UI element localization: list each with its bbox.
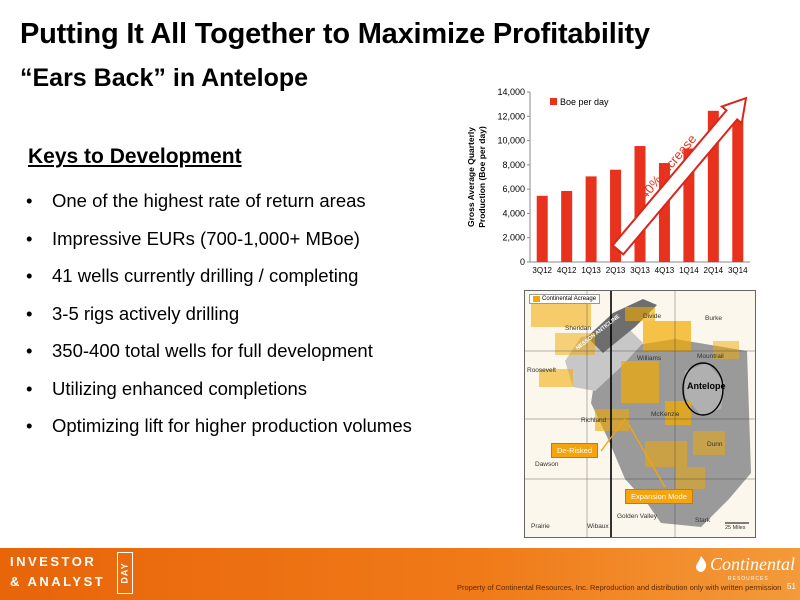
map-label-dawson: Dawson: [535, 461, 559, 468]
map-label-prairie: Prairie: [531, 523, 550, 530]
investor-logo-day: DAY: [120, 562, 130, 584]
bullet-item: • Utilizing enhanced completions: [26, 378, 412, 416]
x-tick-label: 1Q14: [679, 266, 699, 275]
bar-2q14: [707, 110, 719, 262]
callout-derisked: De-Risked: [551, 443, 599, 458]
company-subtitle: RESOURCES: [728, 576, 769, 582]
y-tick-label: 4,000: [502, 208, 525, 218]
map-label-burke: Burke: [705, 315, 722, 322]
page-title: Putting It All Together to Maximize Prof…: [20, 18, 650, 50]
footer-bar: INVESTOR & ANALYST DAY Continental RESOU…: [0, 548, 800, 600]
bullet-marker: •: [26, 190, 33, 211]
bullet-marker: •: [26, 377, 33, 399]
map-legend-label: Continental Acreage: [542, 296, 597, 302]
bullet-item: • 350-400 total wells for full developmen…: [26, 340, 412, 378]
bullet-text: 41 wells currently drilling / completing: [52, 265, 359, 286]
bar-3q13: [634, 146, 646, 262]
bullet-marker: •: [26, 265, 33, 286]
bullet-text: Utilizing enhanced completions: [52, 377, 308, 399]
map-label-antelope: Antelope: [687, 381, 726, 391]
x-tick-label: 3Q12: [532, 266, 552, 275]
acreage-map: Continental Acreage Sheridan Divide Burk…: [524, 290, 756, 538]
y-tick-label: 2,000: [502, 233, 525, 243]
map-graphic: [525, 291, 755, 537]
bar-3q14: [732, 104, 744, 262]
bar-3q12: [536, 195, 548, 262]
map-scale: 25 Miles: [725, 525, 746, 531]
bullet-item: • One of the highest rate of return areas: [26, 190, 412, 228]
y-tick-label: 6,000: [502, 184, 525, 194]
page-number: 51: [787, 582, 796, 591]
page-subtitle: “Ears Back” in Antelope: [20, 64, 309, 92]
callout-expansion-mode: Expansion Mode: [625, 489, 693, 504]
bullet-marker: •: [26, 227, 33, 249]
map-label-wibaux: Wibaux: [587, 523, 609, 530]
bullet-text: Impressive EURs (700-1,000+ MBoe): [52, 227, 360, 249]
map-label-mountrail: Mountrail: [697, 353, 724, 360]
legend-swatch: [550, 98, 557, 105]
map-label-richland: Richland: [581, 417, 607, 424]
y-tick-label: 12,000: [497, 111, 525, 121]
bullet-text: One of the highest rate of return areas: [52, 190, 366, 211]
map-label-mckenzie: McKenzie: [651, 411, 680, 418]
x-tick-label: 4Q12: [557, 266, 577, 275]
bullet-item: • Impressive EURs (700-1,000+ MBoe): [26, 228, 412, 266]
bullet-text: Optimizing lift for higher production vo…: [52, 415, 412, 436]
keys-heading: Keys to Development: [28, 145, 242, 168]
copyright-notice: Property of Continental Resources, Inc. …: [457, 583, 782, 592]
bullet-item: • 3-5 rigs actively drilling: [26, 303, 412, 341]
bullet-item: • 41 wells currently drilling / completin…: [26, 265, 412, 303]
bullet-marker: •: [26, 340, 33, 361]
y-axis-label: Gross Average QuarterlyProduction (Boe p…: [466, 126, 487, 228]
bullet-list: • One of the highest rate of return areas…: [26, 190, 412, 453]
bar-4q13: [658, 163, 670, 262]
investor-logo-line1: INVESTOR: [10, 554, 97, 569]
map-label-stark: Stark: [695, 517, 711, 524]
x-tick-label: 1Q13: [581, 266, 601, 275]
y-tick-label: 10,000: [497, 136, 525, 146]
x-tick-label: 2Q13: [606, 266, 626, 275]
y-tick-label: 8,000: [502, 160, 525, 170]
map-label-sheridan: Sheridan: [565, 325, 592, 332]
company-flame-icon: [696, 556, 707, 572]
x-tick-label: 3Q14: [728, 266, 748, 275]
bar-1q13: [585, 176, 597, 262]
x-tick-label: 3Q13: [630, 266, 650, 275]
x-tick-label: 2Q14: [704, 266, 724, 275]
map-label-williams: Williams: [637, 355, 662, 362]
y-tick-label: 14,000: [497, 87, 525, 97]
legend-label: Boe per day: [560, 97, 609, 107]
production-bar-chart: 0 2,000 4,000 6,000 8,000 10,000 12,000 14,000 G…: [466, 87, 750, 275]
investor-logo-line2: & ANALYST: [10, 574, 106, 589]
acreage-swatch: [533, 296, 540, 302]
increase-arrow-shape: [611, 96, 748, 256]
bullet-text: 3-5 rigs actively drilling: [52, 302, 240, 324]
y-tick-label: 0: [520, 257, 525, 267]
map-legend: Continental Acreage: [529, 294, 601, 304]
x-tick-label: 4Q13: [655, 266, 675, 275]
bar-1q14: [683, 148, 695, 262]
bullet-text: 350-400 total wells for full development: [52, 340, 373, 361]
investor-day-logo: INVESTOR & ANALYST DAY: [10, 552, 138, 594]
map-label-dunn: Dunn: [707, 441, 723, 448]
bullet-marker: •: [26, 302, 33, 324]
bullet-marker: •: [26, 415, 33, 436]
map-label-roosevelt: Roosevelt: [527, 367, 556, 374]
investor-logo-day-box: DAY: [117, 552, 133, 594]
bar-4q12: [561, 190, 573, 262]
map-label-divide: Divide: [643, 313, 662, 320]
bullet-item: • Optimizing lift for higher production v…: [26, 415, 412, 453]
bar-2q13: [610, 169, 622, 262]
company-name: Continental: [710, 554, 795, 574]
company-logo: Continental: [694, 554, 795, 575]
map-label-golden-valley: Golden Valley: [617, 513, 657, 520]
